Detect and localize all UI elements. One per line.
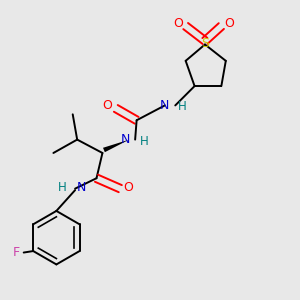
Text: N: N — [76, 181, 86, 194]
Text: F: F — [12, 246, 20, 259]
Text: O: O — [173, 17, 183, 30]
Polygon shape — [103, 140, 129, 152]
Text: H: H — [57, 181, 66, 194]
Text: O: O — [103, 99, 112, 112]
Text: O: O — [124, 181, 134, 194]
Text: O: O — [224, 17, 234, 30]
Text: N: N — [121, 133, 130, 146]
Text: N: N — [160, 99, 170, 112]
Text: S: S — [201, 37, 209, 50]
Text: H: H — [178, 100, 187, 113]
Text: H: H — [140, 136, 148, 148]
